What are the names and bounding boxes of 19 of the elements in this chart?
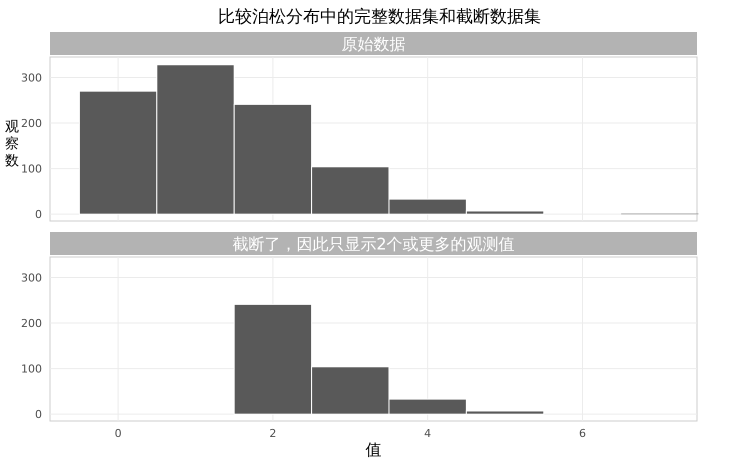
x-tick-label: 2: [269, 427, 276, 440]
x-tick-label: 0: [114, 427, 122, 440]
chart-subtitle: 原始数据: [342, 34, 406, 54]
y-tick-label: 100: [21, 362, 42, 376]
chart-title: 比较泊松分布中的完整数据集和截断数据集: [218, 7, 541, 27]
x-tick-label: 4: [424, 427, 432, 440]
y-axis-title: 观察数: [5, 119, 19, 169]
facet-strip: 截断了，因此只显示2个或更多的观测值: [50, 232, 697, 255]
y-tick-label: 300: [21, 272, 42, 284]
y-tick-label: 0: [35, 408, 42, 422]
y-tick-label: 300: [21, 72, 42, 84]
chart-subtitle: 截断了，因此只显示2个或更多的观测值: [232, 234, 515, 254]
y-tick-label: 100: [21, 162, 42, 176]
x-axis-title: 值: [366, 440, 382, 459]
y-tick-label: 200: [21, 117, 42, 130]
x-tick-label: 6: [578, 427, 586, 440]
y-tick-label: 0: [35, 208, 42, 222]
y-tick-label: 200: [21, 317, 42, 330]
facet-strip: 原始数据: [50, 32, 697, 55]
